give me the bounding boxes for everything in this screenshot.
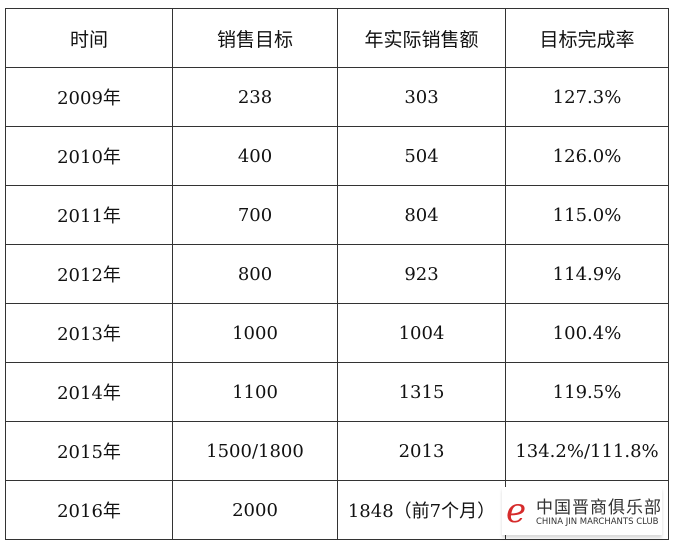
cell-year: 2010年 xyxy=(5,126,173,186)
table-row: 2011年 700 804 115.0% xyxy=(5,185,669,245)
cell-sales-target: 400 xyxy=(172,126,338,186)
cell-actual-sales: 1004 xyxy=(337,303,506,363)
cell-completion-rate: 119.5% xyxy=(505,362,669,422)
cell-completion-rate: 134.2%/111.8% xyxy=(505,421,669,481)
cell-actual-sales: 1848（前7个月） xyxy=(337,480,506,540)
table-row: 2012年 800 923 114.9% xyxy=(5,244,669,304)
cell-completion-rate: e 中国晋商俱乐部 CHINA JIN MARCHANTS CLUB xyxy=(502,480,669,540)
cell-actual-sales: 2013 xyxy=(337,421,506,481)
cell-year: 2016年 xyxy=(5,480,173,540)
sales-table: 时间 销售目标 年实际销售额 目标完成率 2009年 238 303 127.3% 20… xyxy=(5,8,669,540)
cell-sales-target: 1100 xyxy=(172,362,338,422)
logo-name-en: CHINA JIN MARCHANTS CLUB xyxy=(536,517,659,527)
watermark-logo: e 中国晋商俱乐部 CHINA JIN MARCHANTS CLUB xyxy=(502,487,662,535)
header-time: 时间 xyxy=(5,8,173,68)
header-actual-sales: 年实际销售额 xyxy=(337,8,506,68)
cell-sales-target: 238 xyxy=(172,67,338,127)
cell-year: 2009年 xyxy=(5,67,173,127)
header-completion-rate: 目标完成率 xyxy=(505,8,669,68)
cell-year: 2014年 xyxy=(5,362,173,422)
cell-completion-rate: 114.9% xyxy=(505,244,669,304)
cell-sales-target: 1500/1800 xyxy=(172,421,338,481)
cell-year: 2015年 xyxy=(5,421,173,481)
header-sales-target: 销售目标 xyxy=(172,8,338,68)
table-row: 2016年 2000 1848（前7个月） e 中国晋商俱乐部 CHINA JIN MAR… xyxy=(5,480,669,540)
cell-completion-rate: 100.4% xyxy=(505,303,669,363)
cell-completion-rate: 126.0% xyxy=(505,126,669,186)
cell-sales-target: 700 xyxy=(172,185,338,245)
cell-actual-sales: 1315 xyxy=(337,362,506,422)
cell-actual-sales: 804 xyxy=(337,185,506,245)
cell-sales-target: 2000 xyxy=(172,480,338,540)
cell-year: 2012年 xyxy=(5,244,173,304)
table-row: 2014年 1100 1315 119.5% xyxy=(5,362,669,422)
table-row: 2009年 238 303 127.3% xyxy=(5,67,669,127)
cell-completion-rate: 115.0% xyxy=(505,185,669,245)
cell-completion-rate: 127.3% xyxy=(505,67,669,127)
cell-actual-sales: 303 xyxy=(337,67,506,127)
table-row: 2010年 400 504 126.0% xyxy=(5,126,669,186)
cell-sales-target: 800 xyxy=(172,244,338,304)
table-row: 2015年 1500/1800 2013 134.2%/111.8% xyxy=(5,421,669,481)
cell-year: 2013年 xyxy=(5,303,173,363)
header-row: 时间 销售目标 年实际销售额 目标完成率 xyxy=(5,8,669,68)
logo-mark-icon: e xyxy=(506,491,527,531)
cell-year: 2011年 xyxy=(5,185,173,245)
logo-name-cn: 中国晋商俱乐部 xyxy=(536,498,662,518)
table-row: 2013年 1000 1004 100.4% xyxy=(5,303,669,363)
cell-actual-sales: 504 xyxy=(337,126,506,186)
cell-actual-sales: 923 xyxy=(337,244,506,304)
cell-sales-target: 1000 xyxy=(172,303,338,363)
